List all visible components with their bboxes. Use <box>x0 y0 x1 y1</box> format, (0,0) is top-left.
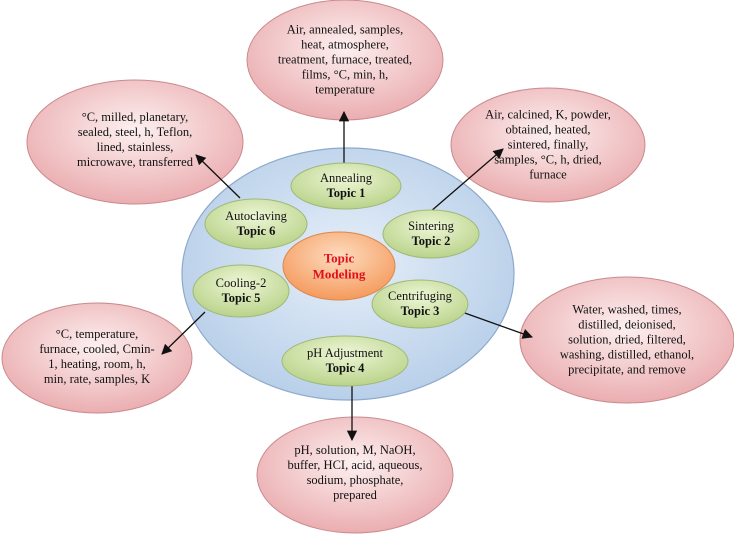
topic-ellipse-3 <box>371 279 469 329</box>
keyword-line: sodium, phosphate, <box>306 473 404 487</box>
topic-ellipse-5 <box>192 264 290 318</box>
keyword-line: washing, distilled, ethanol, <box>559 347 695 362</box>
keyword-line: furnace <box>529 167 567 182</box>
topic-label-3: Centrifuging Topic 3 <box>388 289 452 319</box>
center-label-line-1: Topic <box>323 250 355 266</box>
keyword-line: lined, stainless, <box>96 140 174 154</box>
center-label: Topic Modeling <box>313 250 366 281</box>
topic-ellipse-1 <box>290 162 402 210</box>
topic-ellipse-4 <box>281 335 409 387</box>
center-label-line-2: Modeling <box>312 266 366 281</box>
keyword-line: temperature <box>315 82 375 97</box>
keyword-line: Water, washed, times, <box>572 302 682 317</box>
keyword-ellipse-topic-5 <box>1 302 193 414</box>
keyword-line: heat, atmosphere, <box>301 37 389 52</box>
keyword-line: samples, °C, h, dried, <box>494 152 602 167</box>
keyword-line: Air, calcined, K, powder, <box>485 107 611 122</box>
keyword-text-topic-4: pH, solution, M, NaOH, buffer, HCI, acid… <box>267 443 443 503</box>
keyword-line: treatment, furnace, treated, <box>277 52 413 67</box>
keyword-ellipse-topic-6 <box>26 79 244 205</box>
arrow-topic-6 <box>195 154 241 199</box>
keyword-line: 1, heating, room, h, <box>48 357 146 371</box>
keyword-line: prepared <box>333 488 377 502</box>
topic-label-2: Sintering Topic 2 <box>408 219 454 249</box>
keyword-line: furnace, cooled, Cmin- <box>39 342 155 356</box>
topic-name: Cooling-2 <box>215 276 267 290</box>
keyword-line: pH, solution, M, NaOH, <box>294 443 416 457</box>
keyword-line: obtained, heated, <box>505 122 591 137</box>
topic-name: Sintering <box>408 219 454 233</box>
topic-number: Topic 4 <box>325 361 365 375</box>
keyword-line: films, °C, min, h, <box>301 67 389 82</box>
keyword-text-topic-3: Water, washed, times, distilled, deionis… <box>534 303 720 378</box>
center-ellipse <box>282 231 396 301</box>
keyword-line: Air, annealed, samples, <box>286 22 404 37</box>
keyword-line: sealed, steel, h, Teflon, <box>77 125 193 139</box>
keyword-line: sintered, finally, <box>507 137 589 152</box>
keyword-text-topic-5: °C, temperature, furnace, cooled, Cmin- … <box>17 327 177 387</box>
keyword-line: buffer, HCI, acid, aqueous, <box>287 458 423 472</box>
keyword-line: °C, milled, planetary, <box>81 110 189 124</box>
topic-label-5: Cooling-2 Topic 5 <box>216 276 267 306</box>
keyword-line: min, rate, samples, K <box>43 372 151 386</box>
topic-name: Centrifuging <box>388 289 452 303</box>
keyword-line: precipitate, and remove <box>568 362 686 377</box>
keyword-line: distilled, deionised, <box>578 317 676 332</box>
topic-number: Topic 1 <box>326 186 366 200</box>
arrow-topic-2 <box>429 148 504 213</box>
topic-label-1: Annealing Topic 1 <box>320 171 372 201</box>
topic-number: Topic 5 <box>221 291 261 305</box>
keyword-line: °C, temperature, <box>55 327 139 341</box>
topic-number: Topic 2 <box>411 234 451 248</box>
topic-name: Autoclaving <box>225 209 287 223</box>
keyword-text-topic-1: Air, annealed, samples, heat, atmosphere… <box>260 23 430 98</box>
keyword-ellipse-topic-2 <box>450 87 646 203</box>
keyword-line: solution, dried, filtered, <box>568 332 686 347</box>
topic-number: Topic 3 <box>400 304 440 318</box>
arrow-topic-5 <box>161 311 206 355</box>
topic-ellipse-2 <box>382 209 480 259</box>
keyword-ellipse-topic-4 <box>256 416 454 534</box>
topic-label-4: pH Adjustment Topic 4 <box>307 346 383 376</box>
arrow-topic-3 <box>461 311 533 339</box>
keyword-text-topic-6: °C, milled, planetary, sealed, steel, h,… <box>42 110 228 170</box>
keyword-line: microwave, transferred <box>77 155 193 169</box>
topic-name: pH Adjustment <box>306 346 384 360</box>
topic-number: Topic 6 <box>236 224 276 238</box>
keyword-text-topic-2: Air, calcined, K, powder, obtained, heat… <box>463 108 633 183</box>
topic-ellipse-6 <box>204 198 308 250</box>
topic-name: Annealing <box>319 171 373 185</box>
topic-label-6: Autoclaving Topic 6 <box>225 209 287 239</box>
keyword-ellipse-topic-3 <box>519 276 734 404</box>
